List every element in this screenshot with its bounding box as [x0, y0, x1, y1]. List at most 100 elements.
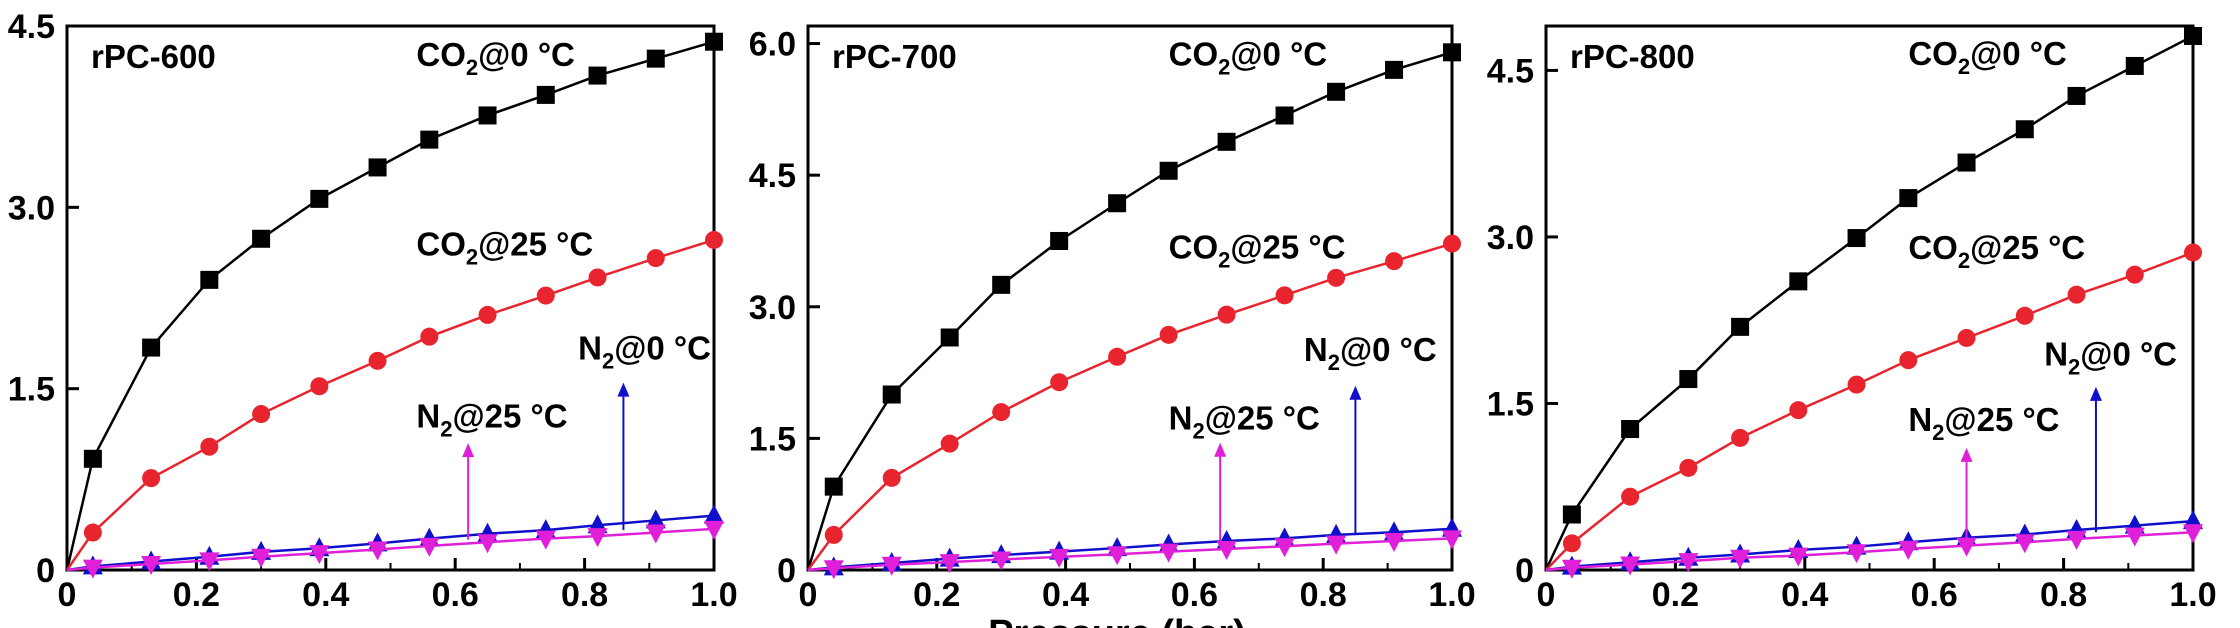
y-tick-label: 0 [36, 552, 55, 590]
arrow-head [2089, 386, 2102, 401]
data-point [367, 541, 388, 561]
data-point [2067, 86, 2086, 105]
data-point [419, 537, 440, 557]
data-point [1847, 375, 1866, 394]
data-point [310, 377, 329, 396]
data-point [535, 530, 556, 550]
data-point [940, 328, 959, 347]
data-point [1678, 553, 1699, 573]
data-point [2184, 243, 2202, 262]
data-point [2015, 306, 2034, 325]
data-point [1050, 373, 1069, 392]
data-point [141, 555, 162, 575]
data-point [251, 548, 272, 568]
y-tick-label: 4.5 [1487, 52, 1534, 90]
series-line-1 [65, 40, 715, 571]
x-tick-label: 0 [1537, 576, 1556, 614]
data-point [991, 551, 1012, 571]
data-point [940, 434, 959, 453]
data-point [1788, 547, 1809, 567]
series-label: CO2@25 °C [1169, 229, 1346, 273]
data-point [1216, 540, 1237, 560]
series-label: N2@25 °C [416, 397, 567, 441]
data-point [200, 437, 219, 456]
data-point [1327, 82, 1346, 101]
data-point [82, 559, 103, 579]
data-point [1956, 537, 1977, 557]
data-point [1050, 231, 1069, 250]
y-tick-label: 3.0 [749, 289, 796, 327]
data-point [1159, 161, 1178, 180]
panel-title: rPC-600 [91, 38, 216, 75]
data-point [2183, 524, 2203, 544]
x-tick-label: 0.8 [1300, 576, 1347, 614]
data-point [1274, 538, 1295, 558]
data-point [1731, 428, 1750, 447]
series-label: N2@0 °C [1304, 331, 1437, 375]
data-point [1562, 505, 1581, 524]
data-point [823, 560, 844, 580]
data-point [478, 305, 497, 324]
y-tick-label: 4.5 [749, 157, 796, 195]
data-point [1846, 544, 1867, 564]
chart-panel-2: 0 0.2 0.4 0.6 0.8 1.0 0 1.5 3.0 4.5 6.0 rPC-700 CO2@… [749, 24, 1476, 614]
data-point [536, 85, 555, 104]
panel-title: rPC-800 [1570, 38, 1695, 75]
data-point [1049, 548, 1070, 568]
chart-panel-1: 0 0.2 0.4 0.6 0.8 1.0 0 1.5 3.0 4.5 rPC-600 CO2@0 °… [8, 8, 738, 614]
data-point [1731, 317, 1750, 336]
data-point [705, 230, 723, 249]
series-label: CO2@25 °C [416, 226, 593, 270]
data-point [824, 477, 843, 496]
data-point [2124, 527, 2145, 547]
series-label: N2@25 °C [1169, 400, 1320, 444]
data-point [1108, 347, 1127, 366]
x-tick-label: 0.2 [913, 576, 960, 614]
series-label: N2@0 °C [2044, 336, 2177, 380]
data-point [882, 385, 901, 404]
data-point [1679, 370, 1698, 389]
data-point [1442, 530, 1462, 550]
data-point [83, 523, 102, 542]
data-point [1679, 458, 1698, 477]
data-point [824, 525, 843, 544]
data-point [310, 189, 329, 208]
data-point [2014, 534, 2035, 554]
data-point [1957, 153, 1976, 172]
data-point [252, 229, 271, 248]
data-point [2015, 120, 2034, 139]
x-tick-label: 0.8 [561, 576, 608, 614]
series-line-2 [65, 238, 715, 571]
data-point [199, 552, 220, 572]
data-point [1847, 229, 1866, 248]
data-point [704, 520, 724, 540]
data-point [1789, 401, 1808, 420]
data-point [882, 468, 901, 487]
x-tick-label: 0.6 [1911, 576, 1958, 614]
data-point [478, 106, 497, 125]
data-point [252, 405, 271, 424]
data-point [2125, 265, 2144, 284]
x-tick-label: 1.0 [690, 576, 737, 614]
y-tick-label: 0 [1515, 552, 1534, 590]
y-tick-label: 0 [777, 552, 796, 590]
data-point [1108, 194, 1127, 213]
data-point [1275, 106, 1294, 125]
data-point [536, 286, 555, 305]
data-point [2184, 26, 2202, 45]
data-point [992, 275, 1011, 294]
data-point [1562, 534, 1581, 553]
data-point [1217, 132, 1236, 151]
data-point [939, 554, 960, 574]
series-label: CO2@0 °C [1169, 35, 1327, 79]
arrow-head [1214, 442, 1227, 457]
arrow-head [1349, 385, 1362, 400]
data-point [588, 66, 607, 85]
data-point [705, 32, 723, 51]
data-point [1899, 189, 1918, 208]
data-point [2066, 530, 2087, 550]
y-tick-label: 3.0 [8, 189, 55, 227]
series-label: CO2@0 °C [416, 36, 574, 80]
data-point [2067, 285, 2086, 304]
data-point [2125, 56, 2144, 75]
